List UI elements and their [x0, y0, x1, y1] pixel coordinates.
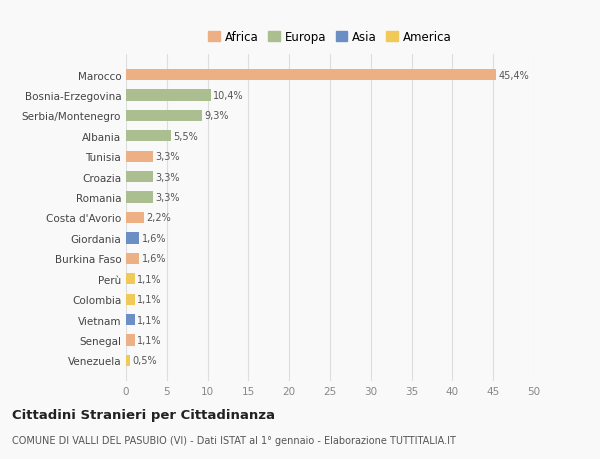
Text: 1,1%: 1,1%: [137, 295, 162, 304]
Bar: [126, 90, 211, 101]
Text: 1,6%: 1,6%: [142, 233, 166, 243]
Text: Cittadini Stranieri per Cittadinanza: Cittadini Stranieri per Cittadinanza: [12, 408, 275, 421]
Text: 1,1%: 1,1%: [137, 274, 162, 284]
Text: 45,4%: 45,4%: [499, 71, 530, 80]
Bar: [126, 274, 135, 285]
Text: COMUNE DI VALLI DEL PASUBIO (VI) - Dati ISTAT al 1° gennaio - Elaborazione TUTTI: COMUNE DI VALLI DEL PASUBIO (VI) - Dati …: [12, 435, 456, 445]
Text: 1,6%: 1,6%: [142, 254, 166, 264]
Bar: [126, 213, 144, 224]
Bar: [126, 131, 171, 142]
Bar: [126, 253, 139, 264]
Text: 10,4%: 10,4%: [214, 91, 244, 101]
Bar: [126, 335, 135, 346]
Bar: [126, 192, 153, 203]
Bar: [126, 151, 153, 162]
Bar: [126, 355, 130, 366]
Bar: [126, 314, 135, 325]
Bar: [126, 111, 202, 122]
Text: 1,1%: 1,1%: [137, 315, 162, 325]
Text: 2,2%: 2,2%: [146, 213, 171, 223]
Text: 9,3%: 9,3%: [205, 111, 229, 121]
Bar: [126, 70, 496, 81]
Text: 3,3%: 3,3%: [155, 172, 180, 182]
Text: 3,3%: 3,3%: [155, 193, 180, 203]
Bar: [126, 233, 139, 244]
Bar: [126, 294, 135, 305]
Text: 5,5%: 5,5%: [173, 132, 198, 141]
Legend: Africa, Europa, Asia, America: Africa, Europa, Asia, America: [206, 28, 454, 46]
Text: 3,3%: 3,3%: [155, 152, 180, 162]
Text: 0,5%: 0,5%: [133, 356, 157, 365]
Bar: [126, 172, 153, 183]
Text: 1,1%: 1,1%: [137, 335, 162, 345]
